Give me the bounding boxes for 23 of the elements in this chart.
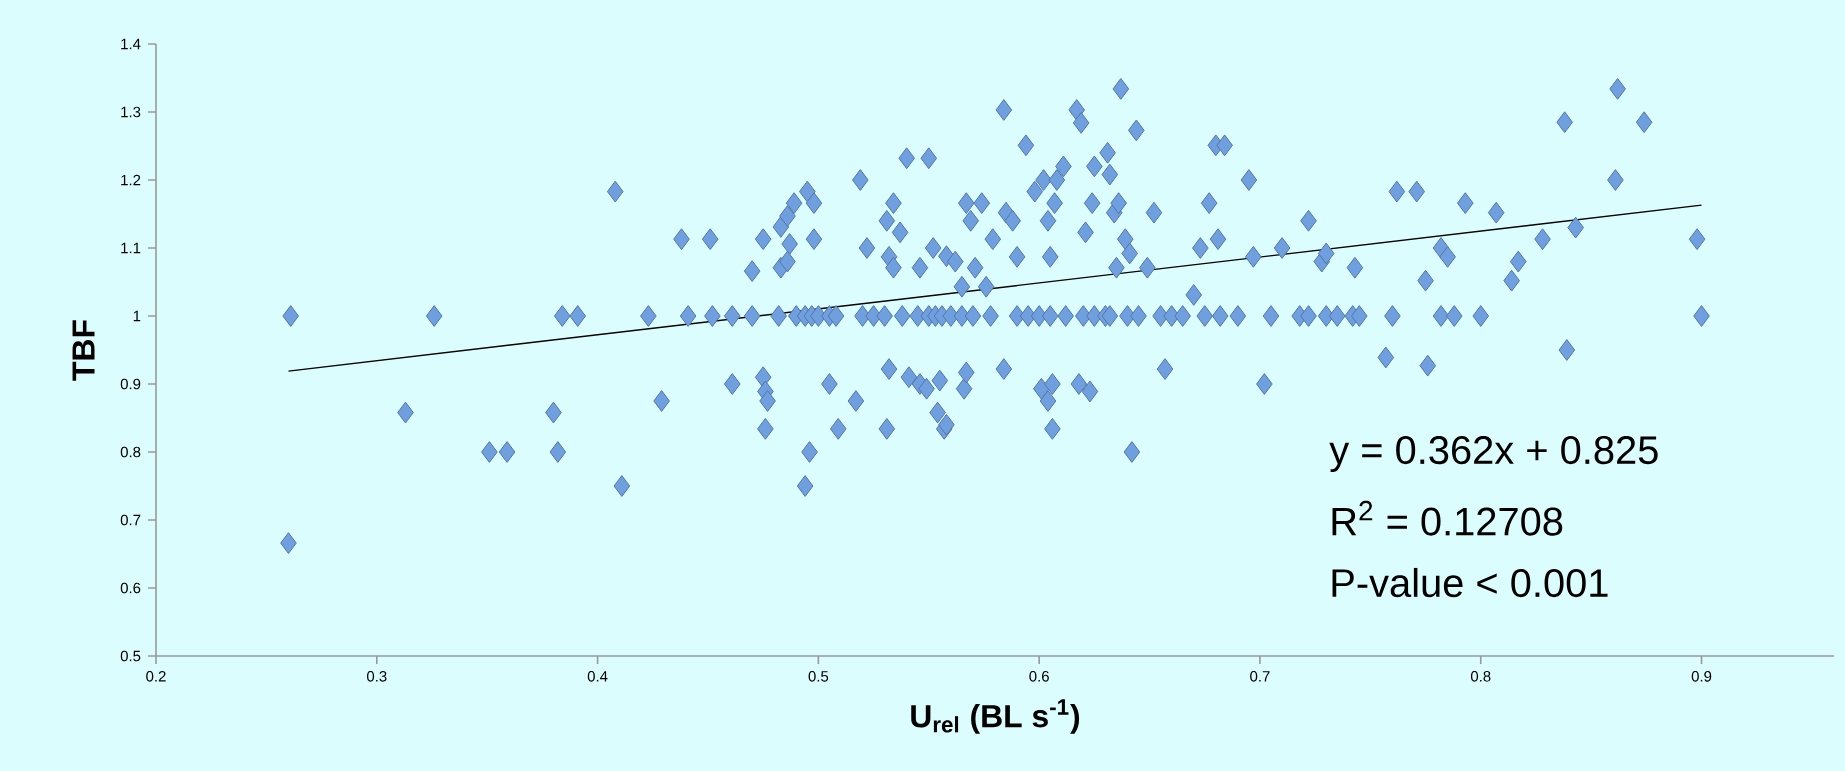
x-tick-label: 0.9	[1691, 671, 1712, 682]
y-tick-label: 0.7	[120, 514, 141, 526]
y-tick-label: 0.8	[120, 446, 141, 458]
annotation: R$^{2}$ = 0.12708	[1332, 500, 1563, 536]
annotation: y = 0.362x + 0.825	[1329, 436, 1658, 473]
y-tick-label: 1.3	[121, 106, 141, 118]
x-tick-label: 0.2	[146, 671, 166, 682]
y-tick-label: 1	[133, 310, 141, 322]
x-tick-label: 0.8	[1470, 671, 1491, 682]
y-tick-label: 0.5	[120, 650, 141, 662]
y-tick-label: 1.2	[121, 174, 141, 186]
x-tick-label: 0.3	[367, 671, 387, 682]
y-tick-label: 1.1	[121, 242, 141, 254]
x-tick-label: 0.4	[587, 671, 608, 682]
x-tick-label: 0.5	[808, 671, 829, 682]
y-axis-title: TBF	[72, 320, 95, 381]
y-tick-label: 1.4	[121, 38, 141, 50]
annotation: P-value < 0.001	[1332, 567, 1608, 598]
y-tick-label: 0.9	[120, 378, 141, 390]
x-axis-title: U$_{rel}$ (BL s$^{-1}$)	[911, 699, 1080, 734]
x-tick-label: 0.7	[1250, 671, 1270, 682]
x-tick-label: 0.6	[1029, 671, 1049, 682]
y-tick-label: 0.6	[120, 582, 141, 594]
